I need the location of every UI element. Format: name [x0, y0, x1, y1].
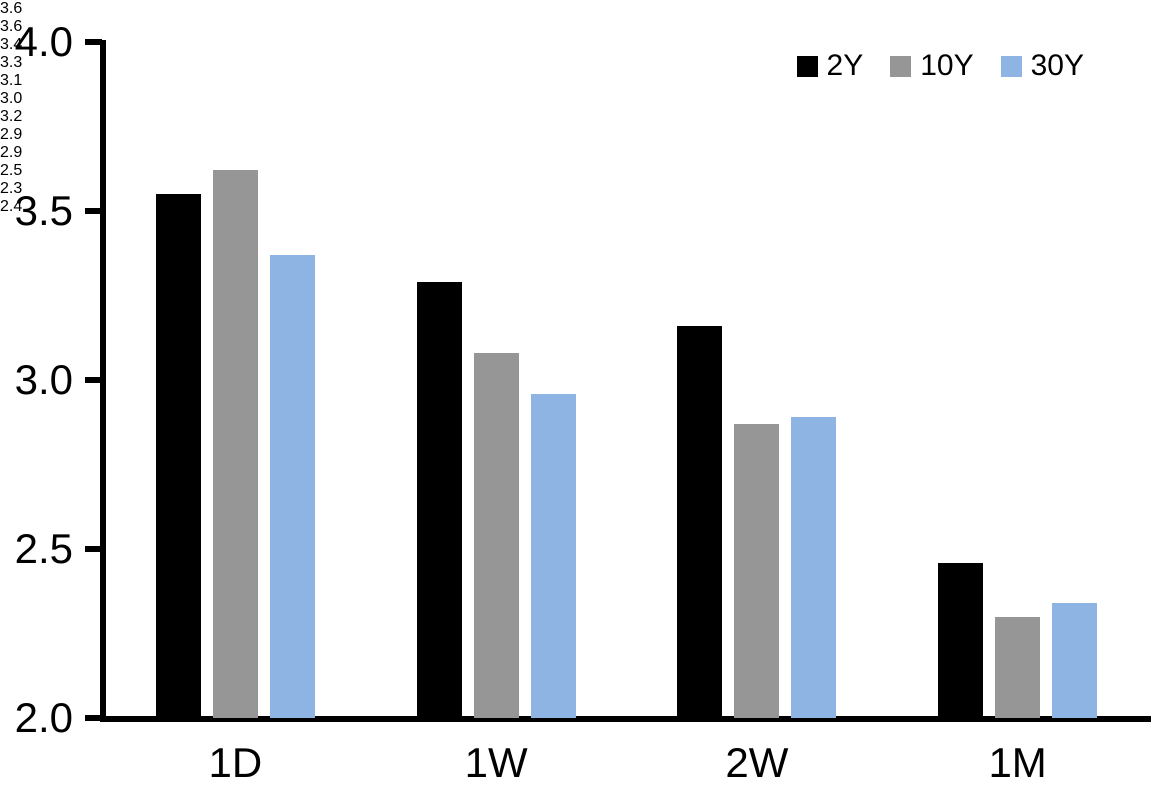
y-axis-tick-label: 3.0 [14, 356, 73, 403]
y-axis-tick-mark [85, 546, 102, 552]
bar-value-label: 2.5 [0, 162, 23, 179]
legend-swatch-icon [1000, 55, 1022, 77]
y-axis-tick-label: 2.0 [14, 694, 73, 741]
bar-30y-1m [1052, 603, 1098, 718]
chart-legend: 2Y 10Y 30Y [796, 48, 1084, 84]
y-axis-line [100, 40, 106, 722]
bar-2y-1d [155, 194, 201, 718]
bar-value-label: 3.4 [0, 36, 23, 53]
bar-value-label: 3.6 [0, 0, 23, 17]
bar-10y-2w [734, 423, 780, 718]
legend-label: 10Y [920, 49, 974, 82]
legend-item-2y: 2Y [796, 49, 864, 82]
bar-2y-1w [416, 281, 462, 718]
bar-value-label: 2.9 [0, 144, 23, 161]
bar-10y-1m [995, 616, 1041, 718]
bar-value-label: 3.3 [0, 54, 23, 71]
y-axis-tick-mark [85, 208, 102, 214]
legend-swatch-icon [796, 55, 818, 77]
x-axis-category-label: 1W [464, 739, 528, 786]
y-axis-tick-mark [85, 715, 102, 721]
bar-value-label: 2.9 [0, 126, 23, 143]
bar-30y-2w [791, 417, 837, 718]
bar-value-label: 2.4 [0, 198, 23, 215]
bar-value-label: 2.3 [0, 180, 23, 197]
y-axis-tick-label: 3.5 [14, 187, 73, 234]
y-axis-tick-mark [85, 39, 102, 45]
x-axis-line [100, 716, 1151, 722]
legend-label: 2Y [826, 49, 864, 82]
bar-value-label: 3.1 [0, 72, 23, 89]
y-axis-tick-label: 2.5 [14, 525, 73, 572]
bar-10y-1w [473, 352, 519, 718]
bar-10y-1d [212, 170, 258, 718]
bar-2y-2w [677, 325, 723, 718]
bar-30y-1w [530, 393, 576, 718]
y-axis-tick-mark [85, 377, 102, 383]
x-axis-category-label: 2W [725, 739, 789, 786]
x-axis-category-label: 1M [988, 739, 1047, 786]
legend-label: 30Y [1030, 49, 1084, 82]
legend-swatch-icon [890, 55, 912, 77]
y-axis-tick-label: 4.0 [14, 18, 73, 65]
legend-item-10y: 10Y [890, 49, 974, 82]
bar-30y-1d [269, 254, 315, 718]
bar-value-label: 3.0 [0, 90, 23, 107]
bar-2y-1m [938, 562, 984, 718]
x-axis-category-label: 1D [208, 739, 263, 786]
bar-value-label: 3.6 [0, 18, 23, 35]
bar-value-label: 3.2 [0, 108, 23, 125]
legend-item-30y: 30Y [1000, 49, 1084, 82]
